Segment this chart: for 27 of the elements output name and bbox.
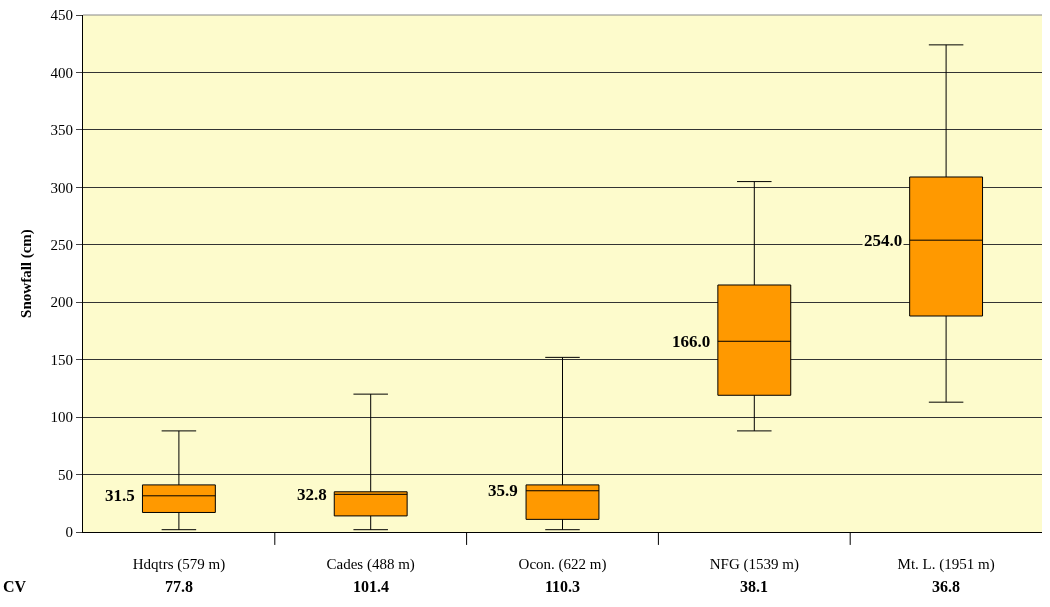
x-tick-label: Mt. L. (1951 m) xyxy=(897,556,995,573)
x-tick-label: Ocon. (622 m) xyxy=(518,556,607,573)
y-tick-label: 150 xyxy=(50,351,73,368)
x-tick-label: Hdqtrs (579 m) xyxy=(132,556,226,573)
text: 32.8 xyxy=(297,485,327,504)
y-tick-label: 100 xyxy=(50,409,73,426)
text: 166.0 xyxy=(672,332,711,351)
text: 36.8 xyxy=(932,578,960,595)
y-tick-label: 250 xyxy=(50,237,73,254)
y-tick-label: 50 xyxy=(58,466,73,483)
y-tick-label: 450 xyxy=(50,7,73,24)
x-tick-label: NFG (1539 m) xyxy=(709,556,799,573)
y-axis-title: Snowfall (cm) xyxy=(17,229,35,318)
text: 101.4 xyxy=(353,578,389,595)
text: 35.9 xyxy=(488,481,518,500)
y-tick-label: 0 xyxy=(65,524,73,541)
text: 110.3 xyxy=(545,578,581,595)
y-tick-label: 400 xyxy=(50,64,73,81)
y-tick-label: 300 xyxy=(50,179,73,196)
text: 31.5 xyxy=(105,486,135,505)
text: CV xyxy=(3,578,27,595)
text: 77.8 xyxy=(165,578,193,595)
text: 38.1 xyxy=(740,578,768,595)
x-tick-label: Cades (488 m) xyxy=(326,556,415,573)
y-tick-label: 350 xyxy=(50,122,73,139)
y-tick-label: 200 xyxy=(50,294,73,311)
text: 254.0 xyxy=(864,231,903,250)
